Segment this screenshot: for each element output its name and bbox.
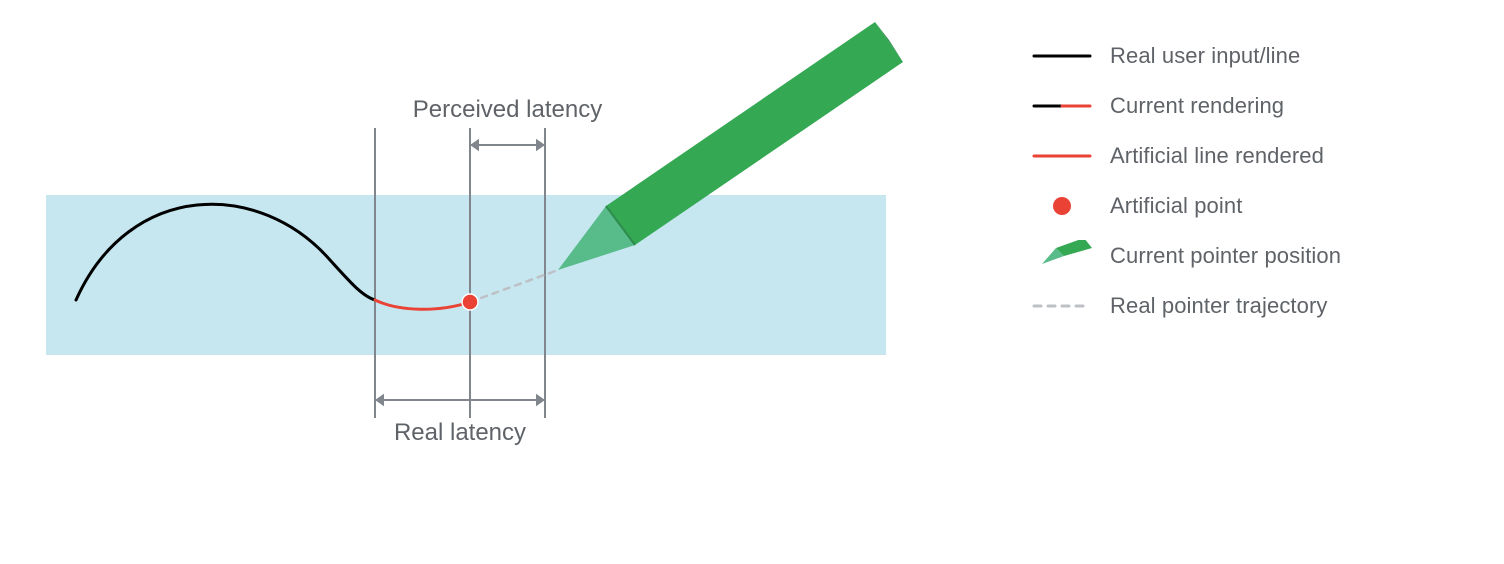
legend-row-trajectory: Real pointer trajectory: [1030, 290, 1341, 322]
legend-label: Artificial point: [1110, 193, 1242, 219]
legend-swatch-current: [1030, 90, 1094, 122]
legend-swatch-wrap: [1030, 290, 1094, 322]
real-latency-arrow-head-r: [536, 394, 545, 407]
legend-swatch-wrap: [1030, 40, 1094, 72]
real-latency-arrow-head-l: [375, 394, 384, 407]
legend-swatch-wrap: [1030, 240, 1094, 272]
legend-label: Current rendering: [1110, 93, 1284, 119]
legend-row-artificial_line: Artificial line rendered: [1030, 140, 1341, 172]
legend-label: Current pointer position: [1110, 243, 1341, 269]
legend-swatch-trajectory: [1030, 290, 1094, 322]
legend-swatch-wrap: [1030, 90, 1094, 122]
legend-row-pointer: Current pointer position: [1030, 240, 1341, 272]
legend-swatch-real_line: [1030, 40, 1094, 72]
diagram-stage: Perceived latency Real latency Real user …: [0, 0, 1504, 564]
legend-swatch-artificial_line: [1030, 140, 1094, 172]
surface-band: [46, 195, 886, 355]
real-latency-label: Real latency: [394, 419, 526, 446]
legend-row-real_line: Real user input/line: [1030, 40, 1341, 72]
artificial-point: [462, 294, 478, 310]
perceived-latency-label: Perceived latency: [413, 96, 602, 123]
legend-label: Real user input/line: [1110, 43, 1300, 69]
legend-swatch-wrap: [1030, 140, 1094, 172]
legend-label: Real pointer trajectory: [1110, 293, 1328, 319]
legend-row-artificial_point: Artificial point: [1030, 190, 1341, 222]
legend-row-current: Current rendering: [1030, 90, 1341, 122]
legend-swatch-wrap: [1030, 190, 1094, 222]
perceived-latency-arrow-head-l: [470, 139, 479, 152]
legend-swatch-pointer: [1030, 240, 1094, 272]
legend-swatch-artificial_point: [1030, 190, 1094, 222]
legend-label: Artificial line rendered: [1110, 143, 1324, 169]
legend: Real user input/line Current rendering Art…: [1030, 40, 1341, 340]
perceived-latency-arrow-head-r: [536, 139, 545, 152]
